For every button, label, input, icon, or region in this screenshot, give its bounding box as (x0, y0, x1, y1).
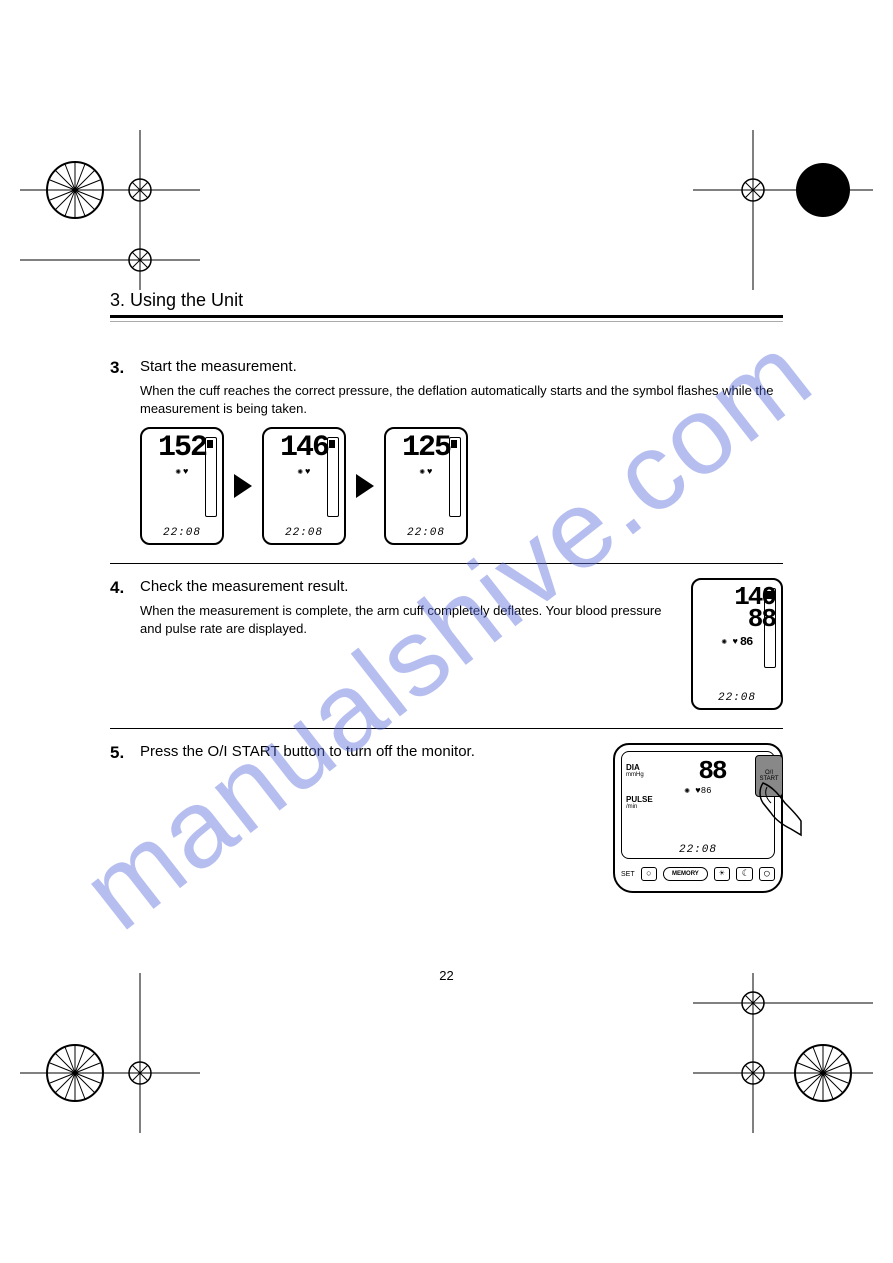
step-3-number: 3. (110, 358, 132, 378)
step-4: 4. Check the measurement result. When th… (110, 564, 783, 729)
circle-button-2[interactable]: ◯ (759, 867, 775, 881)
step-5-title: Press the O/I START button to turn off t… (140, 743, 475, 763)
dia-label: DIAmmHg (626, 764, 654, 778)
heartbeat-icon: ✺ ♥ (176, 468, 189, 477)
device-screen: DIAmmHg 88 ✺ ♥86 PULSE/min 22:08 (621, 751, 775, 859)
lcd-result: 140 88 ✺ ♥86 22:08 (691, 578, 783, 710)
hand-icon (757, 781, 803, 837)
lcd-2: 146 ✺ ♥ 22:08 (262, 427, 346, 545)
step-4-body: When the measurement is complete, the ar… (110, 602, 677, 637)
step-5-number: 5. (110, 743, 132, 763)
arrow-icon (234, 474, 252, 498)
step-3: 3. Start the measurement. When the cuff … (110, 344, 783, 564)
lcd-sidebar (764, 588, 776, 668)
lcd-2-time: 22:08 (285, 527, 323, 539)
step-3-figure-row: 152 ✺ ♥ 22:08 146 ✺ ♥ 22:08 125 ✺ ♥ 22:0… (140, 427, 783, 545)
step-3-body: When the cuff reaches the correct pressu… (110, 382, 783, 417)
result-time: 22:08 (718, 692, 756, 704)
heartbeat-icon: ✺ ♥ (420, 468, 433, 477)
lcd-3: 125 ✺ ♥ 22:08 (384, 427, 468, 545)
lcd-sidebar (327, 437, 339, 517)
lcd-1-time: 22:08 (163, 527, 201, 539)
page-title: 3. Using the Unit (110, 290, 783, 318)
lcd-1: 152 ✺ ♥ 22:08 (140, 427, 224, 545)
crop-mark-bottom-left (20, 973, 200, 1133)
step-5: 5. Press the O/I START button to turn of… (110, 729, 783, 911)
heartbeat-icon: ✺ ♥86 (722, 636, 753, 648)
memory-label: MEMORY (663, 867, 708, 881)
title-separator (110, 321, 783, 322)
device-bottom-controls: SET ○ MEMORY ☀ ☾ ◯ (621, 867, 775, 881)
crop-mark-top-right (693, 130, 873, 290)
lcd-sidebar (205, 437, 217, 517)
moon-button[interactable]: ☾ (736, 867, 752, 881)
circle-button[interactable]: ○ (641, 867, 657, 881)
result-pulse: 86 (740, 636, 752, 648)
step-4-number: 4. (110, 578, 132, 598)
device-time: 22:08 (679, 844, 717, 856)
page: manualshive.com (0, 0, 893, 1263)
device-figure: DIAmmHg 88 ✺ ♥86 PULSE/min 22:08 O/I STA… (613, 743, 783, 893)
pulse-label: PULSE/min (626, 796, 654, 810)
step-3-title: Start the measurement. (140, 358, 297, 378)
lcd-3-time: 22:08 (407, 527, 445, 539)
step-4-title: Check the measurement result. (140, 578, 348, 598)
content-area: 3. Using the Unit 3. Start the measureme… (110, 290, 783, 911)
crop-mark-top-left (20, 130, 200, 290)
sun-button[interactable]: ☀ (714, 867, 730, 881)
lcd-sidebar (449, 437, 461, 517)
page-number: 22 (0, 968, 893, 983)
device-dia-value: 88 (654, 756, 770, 786)
crop-mark-bottom-right (693, 973, 873, 1133)
heartbeat-icon: ✺ ♥ (298, 468, 311, 477)
set-label: SET (621, 871, 635, 878)
arrow-icon (356, 474, 374, 498)
